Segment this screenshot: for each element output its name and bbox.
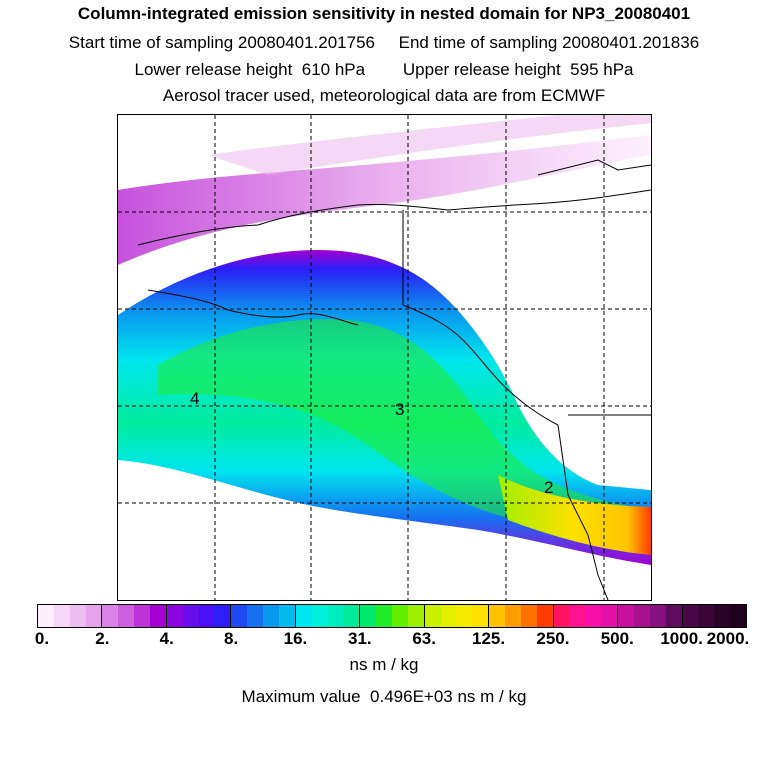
plume-tail	[498, 475, 651, 555]
colorbar-swatch	[69, 605, 86, 627]
region-label-3: 3	[395, 400, 404, 419]
region-label-2: 2	[544, 478, 553, 497]
colorbar-tick-label: 0.	[34, 629, 50, 648]
maximum-value-label: Maximum value 0.496E+03 ns m / kg	[241, 687, 527, 706]
colorbar	[37, 604, 747, 628]
colorbar-swatch	[682, 605, 699, 627]
colorbar-segment	[295, 605, 361, 627]
colorbar-segment	[618, 605, 683, 627]
coastlines	[137, 159, 651, 600]
colorbar-swatch	[85, 605, 102, 627]
colorbar-tick-label: 63.	[412, 629, 436, 648]
colorbar-swatch	[360, 605, 377, 627]
colorbar-swatch	[585, 605, 602, 627]
release-height-line: Lower release height 610 hPa Upper relea…	[134, 60, 634, 79]
colorbar-segment	[489, 605, 554, 627]
colorbar-swatch	[456, 605, 473, 627]
colorbar-segment	[102, 605, 167, 627]
colorbar-swatch	[536, 605, 553, 627]
colorbar-segment	[682, 605, 746, 627]
colorbar-swatch	[38, 605, 54, 627]
colorbar-tick-label: 8.	[223, 629, 239, 648]
region-label-4: 4	[190, 389, 199, 408]
colorbar-swatch	[424, 605, 441, 627]
colorbar-segment	[166, 605, 232, 627]
colorbar-swatch	[182, 605, 199, 627]
colorbar-tick-label: 31.	[347, 629, 372, 648]
colorbar-tick-label: 2.	[95, 629, 110, 648]
colorbar-segment	[38, 605, 103, 627]
colorbar-swatch	[278, 605, 295, 627]
colorbar-swatch	[134, 605, 151, 627]
colorbar-tick-label: 16.	[283, 629, 308, 648]
colorbar-swatch	[311, 605, 328, 627]
colorbar-swatch	[601, 605, 618, 627]
colorbar-swatch	[489, 605, 506, 627]
colorbar-swatch	[553, 605, 570, 627]
colorbar-tick-label: 250.	[536, 629, 570, 648]
colorbar-swatch	[53, 605, 70, 627]
colorbar-swatch	[569, 605, 586, 627]
colorbar-swatch	[247, 605, 264, 627]
colorbar-swatch	[633, 605, 650, 627]
colorbar-swatch	[505, 605, 521, 627]
colorbar-swatch	[102, 605, 119, 627]
sampling-time-line: Start time of sampling 20080401.201756 E…	[68, 33, 700, 52]
haze-plume	[118, 135, 651, 265]
colorbar-swatch	[472, 605, 489, 627]
colorbar-swatch	[118, 605, 135, 627]
colorbar-swatch	[150, 605, 166, 627]
colorbar-swatch	[698, 605, 715, 627]
colorbar-tick-label: 500.	[600, 629, 634, 648]
colorbar-tick-labels: 0. 2. 4. 8. 16. 31. 63. 125. 250. 500. 1000. 2000.	[0, 629, 768, 651]
colorbar-swatch	[649, 605, 666, 627]
colorbar-swatch	[327, 605, 344, 627]
colorbar-segment	[553, 605, 619, 627]
colorbar-swatch	[618, 605, 634, 627]
colorbar-segment	[231, 605, 296, 627]
colorbar-swatch	[343, 605, 360, 627]
colorbar-tick-label: 1000.	[660, 629, 703, 648]
colorbar-swatch	[295, 605, 312, 627]
colorbar-swatch	[665, 605, 682, 627]
map-gridlines	[118, 115, 651, 600]
colorbar-tick-label: 4.	[159, 629, 174, 648]
colorbar-segment	[424, 605, 490, 627]
colorbar-swatch	[520, 605, 537, 627]
colorbar-swatch	[231, 605, 248, 627]
haze-plume-upper	[208, 115, 651, 175]
map-title: Column-integrated emission sensitivity i…	[77, 4, 691, 23]
emission-sensitivity-map: 4 3 2	[117, 114, 652, 601]
colorbar-segment	[360, 605, 425, 627]
colorbar-swatch	[198, 605, 215, 627]
colorbar-swatch	[376, 605, 392, 627]
colorbar-swatch	[263, 605, 279, 627]
colorbar-swatch	[440, 605, 457, 627]
colorbar-swatch	[407, 605, 424, 627]
tracer-info-line: Aerosol tracer used, meteorological data…	[162, 86, 606, 105]
colorbar-swatch	[730, 605, 746, 627]
colorbar-swatch	[214, 605, 231, 627]
map-canvas: 4 3 2	[118, 115, 651, 600]
colorbar-tick-label: 125.	[471, 629, 506, 648]
colorbar-units: ns m / kg	[349, 655, 419, 674]
colorbar-swatch	[166, 605, 183, 627]
colorbar-swatch	[714, 605, 731, 627]
colorbar-swatch	[391, 605, 408, 627]
colorbar-tick-label: 2000.	[706, 629, 750, 648]
